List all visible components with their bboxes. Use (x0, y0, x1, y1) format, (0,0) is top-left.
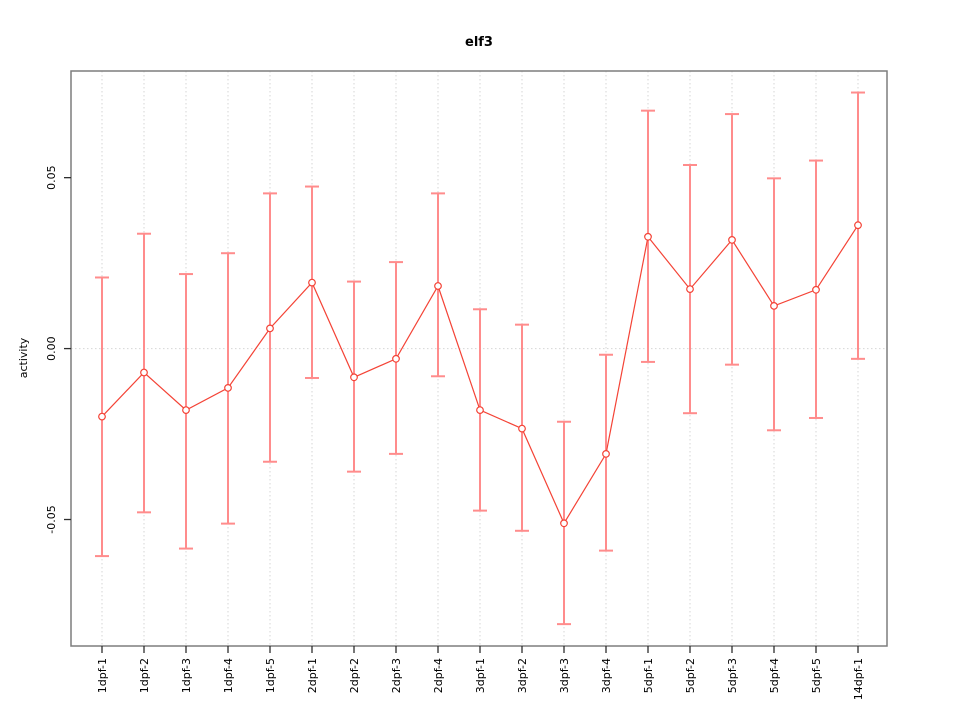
x-tick-label: 14dpf-1 (852, 658, 865, 700)
x-tick-label: 5dpf-1 (642, 658, 655, 693)
x-tick-label: 1dpf-2 (138, 658, 151, 693)
y-tick-label: 0.00 (45, 336, 58, 361)
data-point (644, 232, 652, 241)
x-tick-label: 3dpf-2 (516, 658, 529, 693)
x-tick-label: 2dpf-2 (348, 658, 361, 693)
x-tick-label: 2dpf-4 (432, 658, 445, 693)
data-point (182, 406, 190, 415)
plot-border (70, 70, 888, 647)
data-point (602, 450, 610, 458)
data-point (476, 406, 484, 415)
y-tick-label: -0.05 (45, 505, 58, 533)
x-tick-label: 1dpf-5 (264, 658, 277, 693)
data-point (224, 384, 232, 392)
y-axis-label: activity (17, 337, 30, 378)
data-point (770, 302, 778, 310)
x-tick-label: 1dpf-4 (222, 658, 235, 693)
data-point (560, 519, 568, 528)
data-point (812, 285, 820, 294)
x-tick-label: 1dpf-3 (180, 658, 193, 693)
x-tick-label: 3dpf-1 (474, 658, 487, 693)
data-point (350, 373, 358, 382)
data-point (518, 424, 526, 433)
data-point (98, 412, 106, 421)
x-tick-label: 5dpf-2 (684, 658, 697, 693)
data-point (308, 278, 316, 287)
x-tick-label: 3dpf-4 (600, 658, 613, 693)
y-tick-label: 0.05 (45, 165, 58, 190)
x-tick-label: 2dpf-3 (390, 658, 403, 693)
data-point (266, 324, 274, 333)
data-point (854, 221, 862, 230)
x-tick-label: 2dpf-1 (306, 658, 319, 693)
data-point (728, 235, 736, 244)
data-point (140, 368, 148, 377)
chart-title: elf3 (465, 35, 493, 50)
data-point (686, 285, 694, 294)
x-tick-label: 5dpf-3 (726, 658, 739, 693)
data-point (392, 354, 400, 363)
x-tick-label: 5dpf-4 (768, 658, 781, 693)
x-tick-label: 3dpf-3 (558, 658, 571, 693)
x-tick-label: 1dpf-1 (96, 658, 109, 693)
x-tick-label: 5dpf-5 (810, 658, 823, 693)
data-point (434, 282, 442, 290)
